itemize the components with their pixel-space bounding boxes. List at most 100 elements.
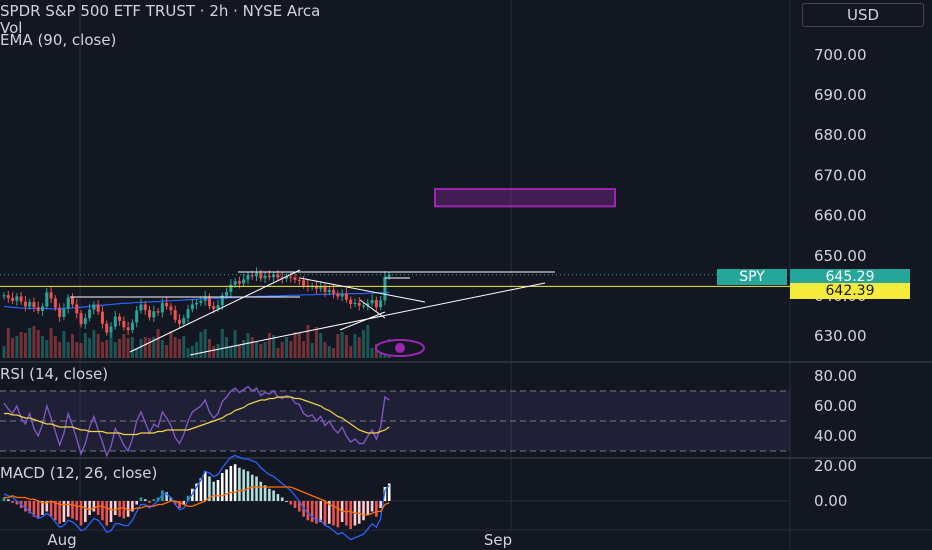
symbol-title[interactable]: SPDR S&P 500 ETF TRUST · 2h · NYSE Arca [0, 2, 321, 20]
macd-histogram-bar [41, 501, 44, 515]
candle-body [362, 305, 366, 307]
candle-body [190, 304, 194, 310]
volume-bar [220, 329, 224, 358]
macd-histogram-bar [156, 497, 160, 501]
macd-line [3, 454, 390, 541]
candle-body [169, 306, 173, 311]
macd-histogram-bar [293, 501, 297, 508]
rsi-tick-label: 60.00 [814, 397, 857, 415]
volume-bar [302, 341, 306, 358]
volume-bar [276, 348, 280, 358]
candle-body [152, 311, 156, 318]
candle-body [41, 306, 45, 311]
macd-histogram-bar [96, 501, 100, 515]
rsi-tick-label: 20.00 [814, 457, 857, 475]
macd-histogram-bar [255, 476, 258, 501]
candle-body [233, 281, 237, 285]
price-tick-label: 660.00 [814, 207, 867, 225]
macd-histogram-bar [178, 501, 181, 508]
macd-histogram-bar [233, 464, 237, 501]
macd-histogram-bar [169, 497, 173, 501]
volume-bar [156, 329, 160, 358]
price-tick-label: 700.00 [814, 46, 867, 64]
candle-body [357, 302, 361, 306]
volume-bar [212, 346, 216, 358]
currency-button[interactable]: USD [802, 3, 924, 27]
volume-bar [105, 340, 109, 358]
macd-histogram-bar [36, 501, 40, 519]
macd-histogram-bar [109, 501, 113, 522]
candle-body [374, 300, 378, 308]
candle-body [259, 273, 263, 279]
candle-body [203, 296, 207, 301]
macd-histogram-bar [66, 501, 70, 517]
candle-body [113, 316, 117, 327]
rsi-legend[interactable]: RSI (14, close) [0, 365, 109, 383]
volume-bar [130, 337, 134, 358]
volume-bar [293, 332, 297, 358]
candle-body [336, 293, 340, 297]
volume-bar [336, 334, 340, 358]
volume-bar [263, 342, 267, 358]
candle-body [246, 275, 250, 280]
macd-histogram-bar [250, 474, 254, 501]
level-price-tag: 642.39 [790, 283, 910, 299]
volume-bar [233, 330, 237, 358]
volume-bar [289, 341, 293, 358]
volume-bar [250, 337, 254, 358]
volume-bar [284, 337, 288, 358]
macd-histogram-bar [58, 501, 61, 524]
candle-body [28, 302, 32, 307]
macd-histogram-bar [246, 471, 250, 501]
macd-histogram-bar [276, 494, 280, 501]
macd-histogram-bar [139, 497, 143, 501]
macd-histogram-bar [122, 501, 126, 519]
candle-body [314, 285, 318, 289]
volume-bar [370, 348, 374, 358]
volume-bar [199, 332, 203, 358]
volume-bar [237, 345, 241, 358]
trend-line [299, 277, 426, 303]
macd-histogram-bar [263, 485, 267, 501]
candle-body [272, 274, 276, 278]
macd-histogram-bar [229, 466, 233, 501]
volume-bar [79, 343, 83, 358]
rsi-ma-line [4, 396, 390, 436]
macd-histogram-bar [242, 469, 245, 501]
volume-bar [58, 342, 62, 358]
candle-body [173, 310, 177, 320]
volume-bar [70, 334, 74, 358]
candle-body [126, 327, 130, 331]
volume-bar [62, 331, 66, 358]
candle-body [284, 276, 288, 279]
macd-histogram-bar [173, 501, 177, 505]
volume-bar [139, 339, 143, 358]
volume-bar [32, 326, 36, 358]
candle-body [229, 284, 233, 292]
volume-bar [88, 338, 92, 358]
macd-histogram-bar [113, 501, 117, 515]
candle-body [250, 275, 254, 277]
price-tick-label: 630.00 [814, 327, 867, 345]
volume-bar [122, 334, 126, 358]
volume-bar [92, 330, 96, 358]
volume-bar [6, 328, 10, 358]
candle-body [220, 295, 224, 306]
ema-legend[interactable]: EMA (90, close) [0, 31, 117, 49]
candle-body [148, 310, 152, 318]
volume-bar [182, 336, 186, 358]
volume-bar [297, 333, 301, 358]
candle-body [88, 309, 92, 319]
candle-body [58, 307, 62, 317]
volume-bar [152, 337, 156, 358]
candle-body [160, 302, 164, 313]
macd-histogram-bar [375, 501, 378, 517]
macd-legend[interactable]: MACD (12, 26, close) [0, 464, 158, 482]
macd-histogram-bar [165, 492, 168, 501]
volume-bar [83, 333, 87, 358]
volume-legend[interactable]: Vol [0, 19, 23, 37]
candle-body [15, 296, 19, 301]
macd-histogram-bar [225, 469, 228, 501]
volume-bar [75, 342, 79, 358]
